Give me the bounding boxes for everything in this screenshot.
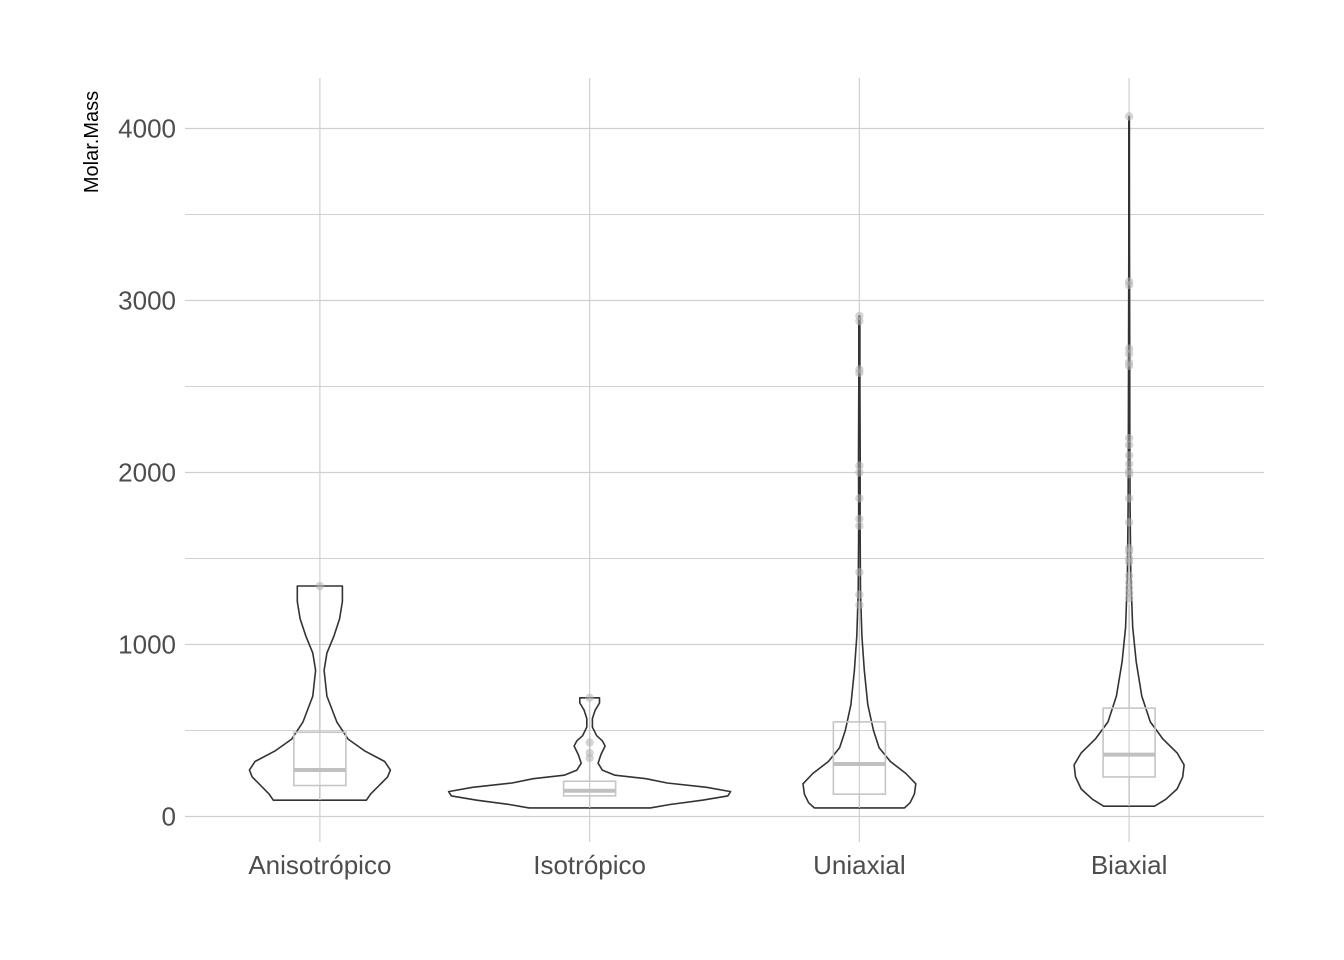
outlier-point [855,461,864,470]
outlier-point [1124,571,1134,580]
outlier-point [585,693,594,703]
box-iqr [293,731,347,787]
y-tick-label: 4000 [118,114,176,144]
x-tick-label: Anisotrópico [248,850,391,880]
box-iqr [1102,707,1156,778]
outlier-point [1124,349,1134,359]
outlier-point [1124,112,1134,121]
outlier-point [1124,459,1134,469]
outlier-point [1124,470,1134,479]
outlier-point [1124,593,1134,603]
outlier-point [1124,361,1134,371]
x-tick-label: Isotrópico [533,850,646,880]
y-axis-title: Molar.Mass [81,91,103,193]
outlier-point [855,514,864,524]
y-tick-label: 1000 [118,630,176,660]
axis-layer: 0 1000 2000 3000 4000 Anisotrópico Isotrópico U… [118,114,1167,881]
outlier-point [1124,547,1134,556]
y-tick-label: 3000 [118,286,176,316]
violin-layer [248,115,1185,809]
outlier-point [855,568,864,577]
outlier-point [855,494,864,503]
outlier-point [1124,451,1134,460]
outlier-point [855,590,864,599]
outlier-point [855,600,864,610]
y-tick-label: 0 [162,802,176,832]
box-iqr [832,721,887,795]
x-tick-label: Biaxial [1091,850,1168,880]
point-layer [315,112,1134,763]
outlier-point [1124,518,1134,527]
box-iqr [562,780,617,797]
outlier-point [1124,557,1134,567]
outlier-point [855,521,864,531]
outlier-point [855,468,864,477]
x-tick-label: Uniaxial [813,850,906,880]
outlier-point [1124,440,1134,450]
grid-layer [185,78,1264,842]
box-layer [293,586,1156,808]
outlier-point [585,738,594,747]
outlier-point [1124,433,1134,443]
violin-shape [248,585,392,801]
outlier-point [855,368,864,377]
y-tick-label: 2000 [118,458,176,488]
outlier-point [1124,494,1134,503]
outlier-point [1124,280,1134,290]
outlier-point [855,316,864,326]
outlier-point [585,753,594,763]
outlier-point [315,581,325,591]
violin-shape [447,697,732,809]
